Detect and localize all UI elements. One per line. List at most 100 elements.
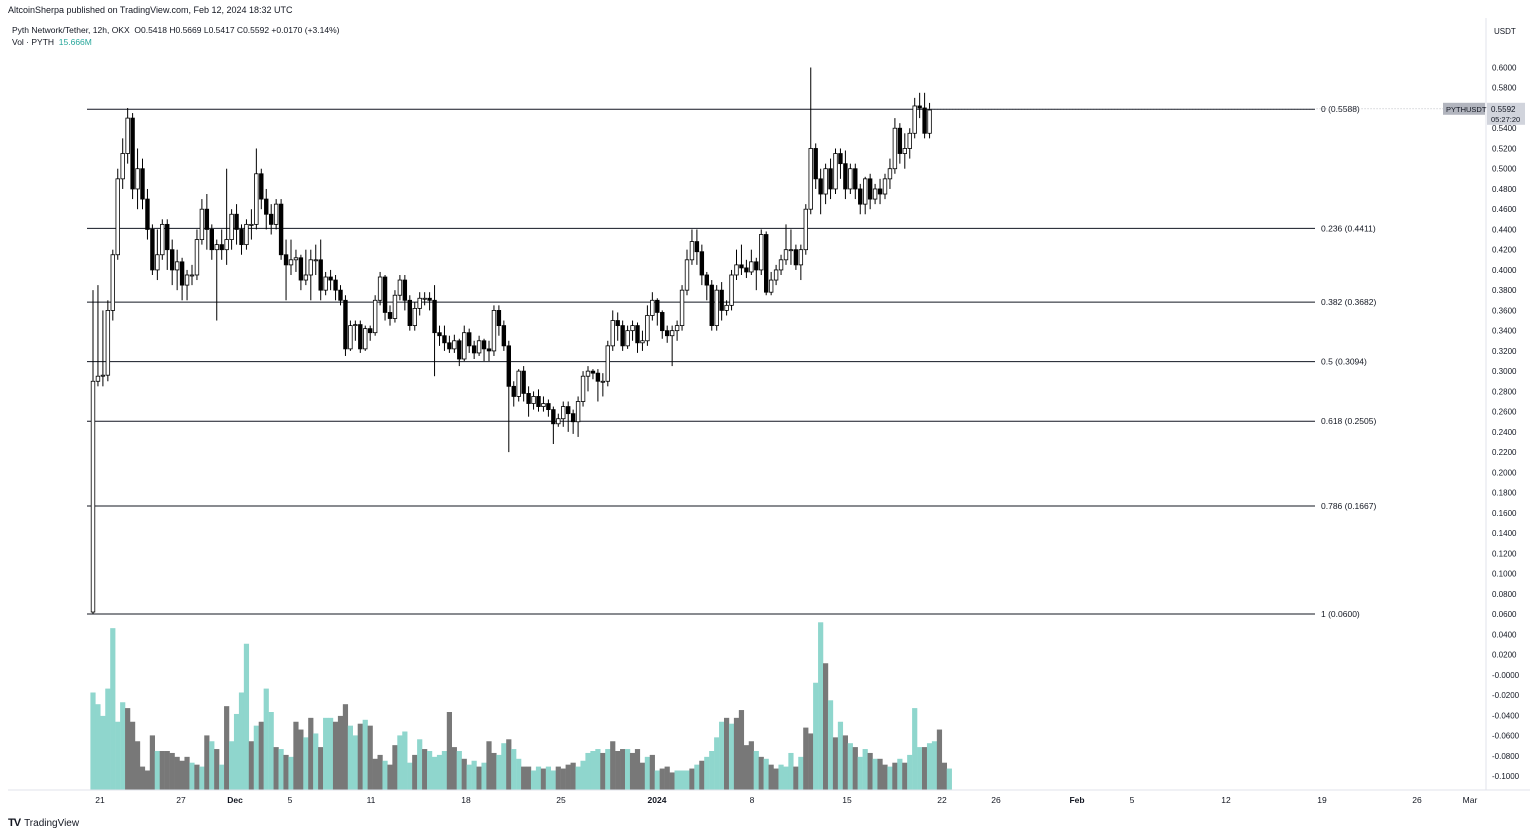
candle-down [709,284,714,326]
candle-down [239,229,244,246]
candle-up [768,279,774,293]
candle-down [521,370,526,394]
candle-down [867,178,873,200]
candle-up [160,223,165,256]
volume-bar [709,751,715,790]
candle-down [744,267,749,273]
candle-down [739,264,744,269]
footer: TV TradingView [8,817,79,829]
candle-up [674,325,680,332]
volume-bar [95,704,101,790]
volume-bar [917,747,923,790]
candle-down [813,148,818,180]
volume-bar [620,749,626,790]
candle-up [199,208,205,240]
candle-up [773,269,779,281]
fib-label: 0.5 (0.3094) [1321,357,1367,367]
candle-up [798,249,804,266]
candle-down [699,251,705,276]
time-axis[interactable]: 21 27 Dec 5 11 18 25 2024 8 15 22 26 Feb 5 12 19 26 Mar [95,795,1477,805]
volume-bar [936,729,943,790]
volume-bar [867,752,873,790]
volume-bar [486,741,492,790]
price-axis[interactable]: USDT 0.6000 0.5800 0.5400 0.5200 0.5000 0.4800… [8,18,1530,791]
volume-bar [214,749,220,790]
price-tick-label: -0.0600 [1492,732,1520,741]
candle-up [788,249,794,252]
volume-bar [139,766,146,790]
symbol-line[interactable]: Pyth Network/Tether, 12h, OKX [12,25,130,35]
candle-down [838,153,843,165]
candle-up [882,178,888,195]
candle-down [457,340,462,360]
candle-up [516,370,521,397]
volume-bar [837,721,844,790]
candle-down [506,345,511,387]
volume-bar [887,766,893,790]
time-tick-label: 12 [1221,795,1231,805]
candle-up [184,274,190,286]
volume-bar [922,747,928,790]
volume-bar [793,766,799,790]
price-tick-label: 0.1800 [1492,489,1517,498]
volume-bar [892,762,898,790]
volume-bar [714,737,720,790]
candle-up [759,234,764,271]
time-tick-label: 19 [1317,795,1327,805]
time-tick-label: 26 [991,795,1001,805]
candle-up [714,289,719,326]
volume-bar [149,735,155,790]
volume-bar [427,751,433,790]
candle-down [343,299,348,350]
candle-down [917,105,922,109]
volume-bar [783,766,789,790]
footer-brand[interactable]: TradingView [24,817,80,829]
volume-bar [347,725,353,790]
price-tick-label: 0.3000 [1492,367,1517,376]
volume-bar [639,762,646,790]
candle-down [635,325,640,344]
candle-down [145,198,150,230]
candle-up [585,370,591,377]
volume-bar [521,766,527,790]
candle-up [313,259,318,262]
volume-bar [436,754,443,790]
price-tick-label: 0.5000 [1492,165,1517,174]
candle-up [823,168,828,195]
candle-up [303,274,309,281]
volume-bar [882,764,888,790]
volume-label[interactable]: Vol · PYTH [12,37,55,47]
time-tick-label: 8 [750,795,755,805]
fib-retracement[interactable]: 0 (0.5588) 0.236 (0.4411) 0.382 (0.3682) 0.… [87,104,1376,619]
price-tick-label: 0.0400 [1492,630,1517,639]
volume-bar [778,764,784,790]
candle-up [650,299,655,316]
volume-bar [130,721,136,790]
volume-bar [407,762,413,790]
price-tick-label: 0.1600 [1492,509,1517,518]
volume-bar [788,752,794,790]
volume-bar [753,751,759,790]
candle-down [402,279,408,301]
time-tick-label: 27 [176,795,186,805]
volume-bar [768,764,774,790]
volume-bar [402,731,408,790]
volume-bar [248,741,254,790]
volume-value: 15.666M [58,37,92,47]
candle-up [422,297,427,300]
candle-down [546,403,551,411]
volume-bar [323,717,329,790]
volume-bar [664,766,670,790]
ohlc-values: O0.5418 H0.5669 L0.5417 C0.5592 +0.0170 … [134,25,340,35]
candle-up [892,127,898,170]
candle-down [897,127,903,154]
candle-up [90,380,96,613]
candle-up [155,254,160,271]
volume-bar [233,713,240,790]
volume-bar [441,751,448,790]
time-tick-label: 22 [937,795,947,805]
volume-bar [872,758,878,790]
volume-bar [362,719,368,790]
candle-down [843,163,848,190]
